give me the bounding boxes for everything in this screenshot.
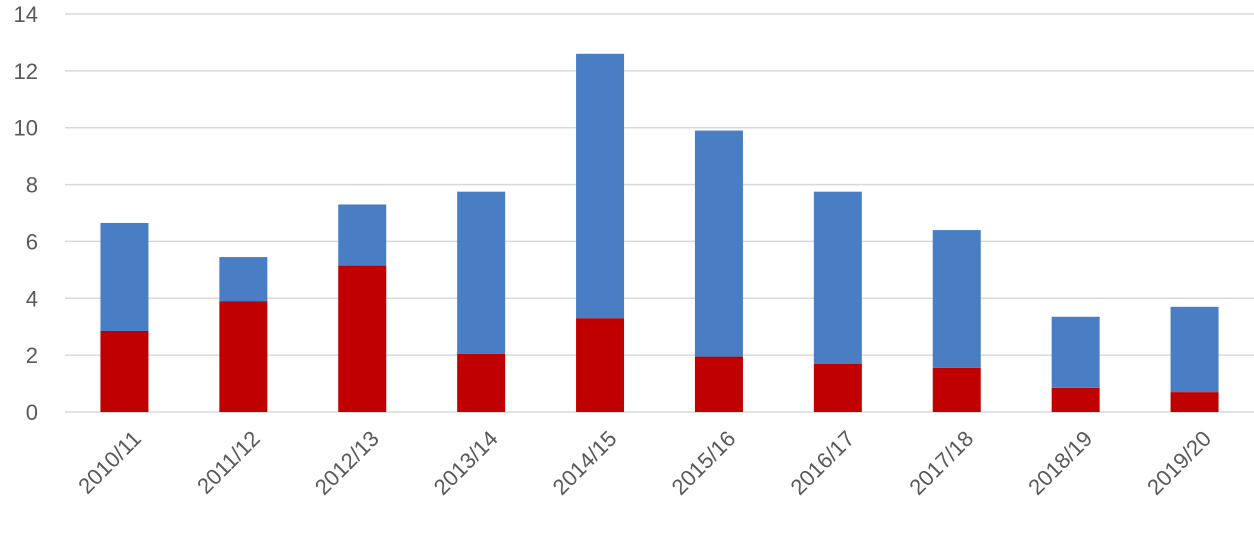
bar-segment-series-2 [338, 204, 387, 266]
bar-segment-series-1 [100, 330, 149, 412]
x-tick-label: 2016/17 [785, 426, 859, 500]
y-tick-label: 4 [26, 286, 38, 311]
bar-segment-series-2 [100, 222, 149, 331]
x-tick-label: 2010/11 [73, 426, 146, 499]
bar-segment-series-1 [576, 318, 625, 412]
y-tick-label: 12 [14, 59, 38, 84]
bar-segment-series-1 [813, 363, 862, 412]
bar-segment-series-1 [219, 301, 268, 412]
bar-segment-series-1 [694, 356, 743, 412]
bar-segment-series-2 [813, 191, 862, 364]
bar-segment-series-2 [932, 230, 981, 368]
bar-segment-series-1 [932, 367, 981, 412]
y-tick-label: 8 [26, 173, 38, 198]
bar-segment-series-1 [1170, 392, 1219, 412]
x-tick-label: 2019/20 [1142, 426, 1216, 500]
bar-segment-series-2 [576, 53, 625, 319]
y-tick-label: 2 [26, 343, 38, 368]
bars [100, 53, 1219, 412]
y-tick-label: 0 [26, 400, 38, 425]
x-tick-label: 2015/16 [667, 426, 741, 500]
bar-segment-series-2 [219, 257, 268, 302]
x-tick-label: 2018/19 [1023, 426, 1097, 500]
bar-segment-series-2 [1051, 316, 1100, 388]
bar-segment-series-2 [1170, 306, 1219, 393]
y-tick-label: 6 [26, 229, 38, 254]
bar-segment-series-1 [457, 353, 506, 412]
x-tick-label: 2011/12 [192, 426, 265, 499]
x-tick-label: 2014/15 [548, 426, 622, 500]
y-axis-tick-labels: 0 2 4 6 8 10 12 14 [14, 2, 38, 425]
bar-segment-series-1 [338, 265, 387, 412]
x-tick-label: 2017/18 [904, 426, 978, 500]
x-tick-label: 2012/13 [310, 426, 384, 500]
y-tick-label: 10 [14, 116, 38, 141]
bar-segment-series-2 [694, 130, 743, 357]
bar-segment-series-1 [1051, 387, 1100, 412]
y-tick-label: 14 [14, 2, 38, 27]
bar-segment-series-2 [457, 191, 506, 354]
x-axis-tick-labels: 2010/11 2011/12 2012/13 2013/14 2014/15 2015/… [73, 426, 1216, 500]
x-tick-label: 2013/14 [429, 426, 503, 500]
